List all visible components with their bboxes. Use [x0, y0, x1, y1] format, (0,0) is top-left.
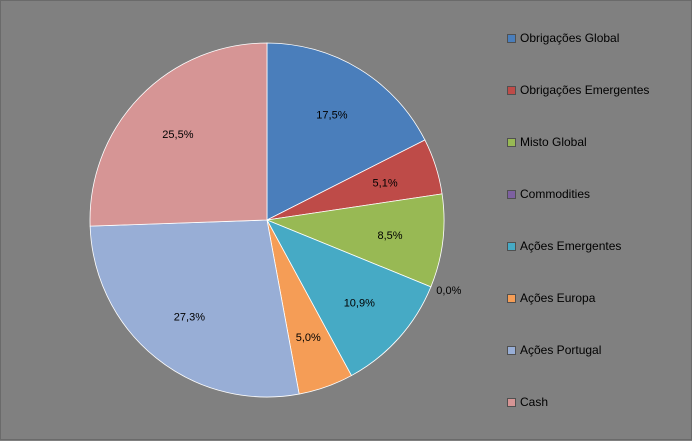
legend-swatch: [507, 293, 516, 303]
data-label-acoes-portugal: 27,3%: [174, 312, 205, 324]
pie-slice-acoes-emergentes: [266, 219, 432, 377]
data-label-cash: 25,5%: [162, 129, 193, 141]
pie-slice-obrigacoes-global: [266, 42, 426, 221]
data-label-acoes-europa: 5,0%: [296, 332, 321, 344]
data-label-obrigacoes-emergentes: 5,1%: [373, 177, 398, 189]
data-label-acoes-emergentes: 10,9%: [344, 298, 375, 310]
legend-label: Ações Europa: [520, 291, 596, 305]
pie-slice-acoes-portugal: [89, 219, 300, 398]
legend-swatch: [507, 397, 516, 407]
legend-swatch: [507, 189, 516, 199]
legend-label: Obrigações Emergentes: [520, 83, 650, 97]
data-label-commodities: 0,0%: [436, 285, 461, 297]
legend-swatch: [507, 241, 516, 251]
pie-slice-cash: [89, 42, 268, 227]
legend-swatch: [507, 345, 516, 355]
legend-label: Cash: [520, 395, 549, 409]
legend-label: Misto Global: [520, 135, 587, 149]
legend-item-acoes-emergentes: Ações Emergentes: [507, 237, 621, 255]
legend-item-acoes-europa: Ações Europa: [507, 289, 595, 307]
legend-label: Ações Portugal: [520, 343, 602, 357]
legend-item-misto-global: Misto Global: [507, 133, 587, 151]
legend-swatch: [507, 137, 516, 147]
legend-item-obrigacoes-global: Obrigações Global: [507, 29, 619, 47]
legend-label: Ações Emergentes: [520, 239, 622, 253]
legend-label: Obrigações Global: [520, 31, 620, 45]
legend-item-cash: Cash: [507, 393, 548, 411]
legend-label: Commodities: [520, 187, 591, 201]
pie-slice-misto-global: [265, 193, 445, 288]
legend-item-obrigacoes-emergentes: Obrigações Emergentes: [507, 81, 649, 99]
data-label-misto-global: 8,5%: [377, 230, 402, 242]
legend-swatch: [507, 33, 516, 43]
data-label-obrigacoes-global: 17,5%: [316, 109, 347, 121]
legend-swatch: [507, 85, 516, 95]
legend-item-commodities: Commodities: [507, 185, 590, 203]
legend-item-acoes-portugal: Ações Portugal: [507, 341, 601, 359]
